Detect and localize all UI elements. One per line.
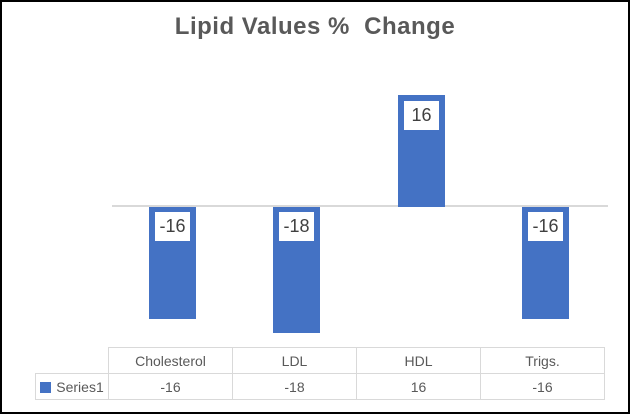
table-corner-cell <box>36 348 109 374</box>
data-table: Cholesterol LDL HDL Trigs. Series1 -16 -18 16 -1… <box>35 347 605 400</box>
table-header-cholesterol: Cholesterol <box>108 347 233 374</box>
table-value-ldl: -18 <box>232 373 357 400</box>
table-value-hdl: 16 <box>356 373 481 400</box>
table-header-trigs: Trigs. <box>480 347 605 374</box>
data-label-ldl: -18 <box>279 212 314 241</box>
table-series-row: Series1 -16 -18 16 -16 <box>35 373 605 400</box>
series-legend-label: Series1 <box>56 378 104 395</box>
data-label-hdl: 16 <box>404 101 439 130</box>
table-value-trigs: -16 <box>480 373 605 400</box>
table-header-hdl: HDL <box>356 347 481 374</box>
table-header-row: Cholesterol LDL HDL Trigs. <box>36 347 605 374</box>
series-legend-cell: Series1 <box>35 373 109 400</box>
data-label-cholesterol: -16 <box>155 212 190 241</box>
table-header-ldl: LDL <box>232 347 357 374</box>
data-label-trigs: -16 <box>528 212 563 241</box>
table-value-cholesterol: -16 <box>108 373 233 400</box>
x-axis-zero-line <box>112 205 608 207</box>
series-legend-swatch-icon <box>40 381 52 393</box>
chart-title: Lipid Values % Change <box>174 13 456 40</box>
